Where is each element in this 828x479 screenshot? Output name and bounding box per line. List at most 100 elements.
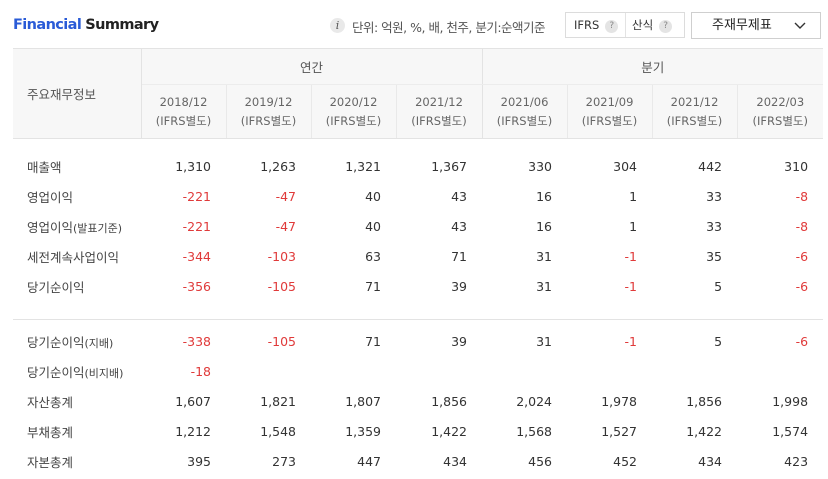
table-cell: 43 <box>451 188 468 204</box>
table-cell <box>311 356 396 386</box>
table-cell <box>396 356 482 386</box>
table-row: 당기순이익 -356 -105 71 39 31 -1 5 -6 <box>13 271 823 301</box>
table-cell: 423 <box>784 453 809 469</box>
statement-type-value: 주재무제표 <box>712 18 772 33</box>
table-cell: 1,574 <box>772 423 809 439</box>
column-period: 2021/06 <box>500 94 549 109</box>
row-label-text: 당기순이익 <box>27 279 85 295</box>
title-summary: Summary <box>85 17 159 33</box>
help-icon[interactable]: ? <box>659 20 673 33</box>
row-label-text: 세전계속사업이익 <box>27 249 120 265</box>
column-header: 2022/03 (IFRS별도) <box>737 84 824 139</box>
table-cell: 310 <box>784 158 809 174</box>
row-label: 영업이익(발표기준) <box>13 211 141 241</box>
table-cell: 71 <box>451 248 468 264</box>
table-cell: 5 <box>714 333 723 349</box>
column-basis: (IFRS별도) <box>496 113 553 128</box>
row-label: 당기순이익(지배) <box>13 326 141 356</box>
table-cell: 63 <box>365 248 381 264</box>
table-cell: 395 <box>187 453 211 469</box>
row-label-text: 자본총계 <box>27 454 74 470</box>
help-icon[interactable]: ? <box>605 20 619 33</box>
table-cell: -6 <box>795 278 809 294</box>
row-label: 매출액 <box>13 151 141 181</box>
table-cell: 1,263 <box>260 158 296 174</box>
table-cell: -221 <box>182 188 211 204</box>
table-cell: 40 <box>365 188 381 204</box>
table-row: 당기순이익(지배) -338 -105 71 39 31 -1 5 -6 <box>13 326 823 356</box>
table-cell: 1,568 <box>516 423 553 439</box>
table-cell: -221 <box>182 218 211 234</box>
table-cell: 447 <box>357 453 381 469</box>
row-label-text: 영업이익 <box>27 189 74 205</box>
table-cell: -1 <box>624 278 638 294</box>
table-cell: -103 <box>267 248 296 264</box>
table-cell: 1 <box>629 188 638 204</box>
table-cell: 1,807 <box>345 393 381 409</box>
row-label: 당기순이익(비지배) <box>13 356 141 386</box>
formula-toggle[interactable]: 산식? <box>632 13 682 37</box>
ifrs-label: IFRS <box>574 18 600 32</box>
table-cell: -8 <box>795 218 809 234</box>
column-header: 2021/06 (IFRS별도) <box>482 84 568 139</box>
column-header: 2021/09 (IFRS별도) <box>567 84 653 139</box>
unit-text: 단위: 억원, %, 배, 천주, 분기:순액기준 <box>352 20 546 35</box>
table-cell: -344 <box>182 248 211 264</box>
table-cell: 1,310 <box>175 158 211 174</box>
table-cell: -47 <box>275 188 296 204</box>
table-cell: 1,422 <box>686 423 723 439</box>
table-cell: 1,359 <box>345 423 381 439</box>
table-cell <box>482 356 567 386</box>
table-cell: 452 <box>613 453 638 469</box>
statement-type-select[interactable]: 주재무제표 <box>691 12 821 39</box>
table-cell <box>567 356 652 386</box>
column-period: 2019/12 <box>244 94 293 109</box>
summary-header: Financial Summary i 단위: 억원, %, 배, 천주, 분기… <box>0 0 828 50</box>
table-cell: 456 <box>528 453 553 469</box>
table-cell: 16 <box>536 218 553 234</box>
table-cell: 71 <box>365 278 381 294</box>
table-cell: 33 <box>706 218 723 234</box>
quarter-group-header: 분기 <box>482 48 824 85</box>
table-cell: 434 <box>698 453 723 469</box>
table-cell: 1,367 <box>431 158 468 174</box>
row-label: 영업이익 <box>13 181 141 211</box>
table-cell: 1,856 <box>686 393 723 409</box>
column-period: 2021/12 <box>415 94 463 109</box>
table-row: 부채총계 1,212 1,548 1,359 1,422 1,568 1,527 1,422 1… <box>13 416 823 446</box>
row-label: 자본총계 <box>13 446 141 476</box>
row-label-text: 당기순이익 <box>27 364 85 380</box>
row-label: 당기순이익 <box>13 271 141 301</box>
row-label: 자산총계 <box>13 386 141 416</box>
table-cell: 43 <box>451 218 468 234</box>
row-label-text: 부채총계 <box>27 424 74 440</box>
table-cell: 16 <box>536 188 553 204</box>
row-label-text: 당기순이익 <box>27 334 85 350</box>
column-basis: (IFRS별도) <box>752 113 808 128</box>
annual-group-header: 연간 <box>141 48 483 85</box>
column-period: 2021/12 <box>670 94 719 109</box>
column-basis: (IFRS별도) <box>411 113 467 128</box>
row-label: 부채총계 <box>13 416 141 446</box>
column-header: 2021/12 (IFRS별도) <box>652 84 738 139</box>
table-cell: 5 <box>714 278 723 294</box>
column-header: 2019/12 (IFRS별도) <box>226 84 312 139</box>
financial-summary-table: 주요재무정보 연간 분기 2018/12 (IFRS별도) 2019/12 (IFRS… <box>13 48 824 476</box>
table-cell: 1,321 <box>345 158 381 174</box>
table-cell: 33 <box>706 188 723 204</box>
table-cell: 1,422 <box>431 423 468 439</box>
basis-toggle-group: IFRS? 산식? <box>565 12 685 38</box>
column-period: 2018/12 <box>159 94 208 109</box>
table-cell: 1,856 <box>431 393 468 409</box>
column-basis: (IFRS별도) <box>240 113 297 128</box>
table-cell: 31 <box>536 333 553 349</box>
row-label: 세전계속사업이익 <box>13 241 141 271</box>
ifrs-toggle[interactable]: IFRS? <box>574 13 626 37</box>
table-cell <box>226 356 311 386</box>
table-row: 세전계속사업이익 -344 -103 63 71 31 -1 35 -6 <box>13 241 823 271</box>
formula-label: 산식 <box>632 18 654 32</box>
info-icon[interactable]: i <box>330 18 345 33</box>
table-cell: 31 <box>536 278 553 294</box>
column-basis: (IFRS별도) <box>666 113 723 128</box>
table-cell: 330 <box>528 158 553 174</box>
